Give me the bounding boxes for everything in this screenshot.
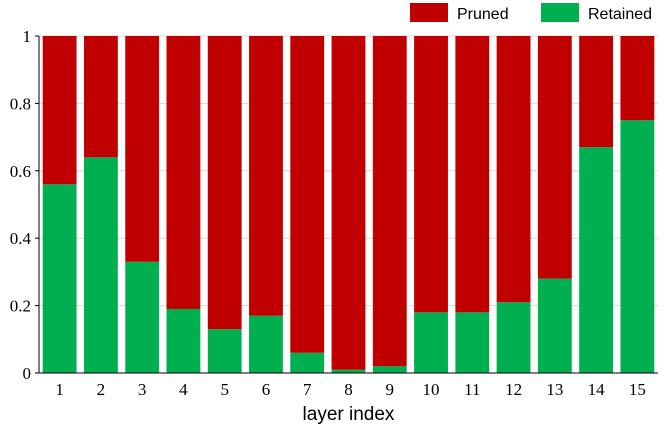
y-tick-label-5: 1 xyxy=(23,27,32,46)
bar-retained-layer-5 xyxy=(207,329,242,373)
bar-pruned-layer-4 xyxy=(166,36,201,309)
bar-pruned-layer-13 xyxy=(537,36,572,279)
bar-retained-layer-4 xyxy=(166,308,201,373)
y-tick-label-3: 0.6 xyxy=(10,162,31,181)
bar-pruned-layer-15 xyxy=(620,36,655,121)
x-tick-label-6: 6 xyxy=(262,380,271,399)
bar-retained-layer-9 xyxy=(372,366,407,373)
y-tick-label-1: 0.2 xyxy=(10,297,31,316)
bar-pruned-layer-1 xyxy=(42,36,77,185)
legend-label-retained: Retained xyxy=(588,6,652,23)
x-tick-label-8: 8 xyxy=(344,380,353,399)
bar-retained-layer-12 xyxy=(496,302,531,373)
axes xyxy=(38,36,658,374)
bar-retained-layer-14 xyxy=(579,147,614,373)
bar-pruned-layer-9 xyxy=(372,36,407,367)
bar-pruned-layer-7 xyxy=(290,36,325,353)
bar-retained-layer-10 xyxy=(414,312,448,373)
x-tick-label-5: 5 xyxy=(220,380,229,399)
bar-pruned-layer-2 xyxy=(83,36,118,158)
legend-label-pruned: Pruned xyxy=(457,6,509,23)
x-tick-label-15: 15 xyxy=(629,380,646,399)
x-tick-label-13: 13 xyxy=(546,380,563,399)
x-tick-label-2: 2 xyxy=(97,380,106,399)
bar-retained-layer-13 xyxy=(537,278,572,373)
x-tick-label-11: 11 xyxy=(464,380,480,399)
bar-pruned-layer-14 xyxy=(579,36,614,148)
bar-pruned-layer-12 xyxy=(496,36,531,303)
x-axis-title: layer index xyxy=(303,404,395,425)
bar-retained-layer-6 xyxy=(249,315,283,373)
bars xyxy=(42,36,655,373)
bar-pruned-layer-10 xyxy=(414,36,448,313)
x-tick-label-10: 10 xyxy=(423,380,440,399)
bar-pruned-layer-11 xyxy=(455,36,490,313)
x-tick-label-14: 14 xyxy=(588,380,606,399)
bar-retained-layer-1 xyxy=(42,184,77,373)
bar-pruned-layer-5 xyxy=(207,36,242,330)
legend-swatch-pruned xyxy=(410,3,448,22)
bar-retained-layer-7 xyxy=(290,352,325,373)
bar-pruned-layer-8 xyxy=(331,36,366,370)
y-tick-label-2: 0.4 xyxy=(10,229,32,248)
legend: Pruned Retained xyxy=(410,3,652,23)
bar-retained-layer-3 xyxy=(125,261,160,373)
x-tick-label-7: 7 xyxy=(303,380,312,399)
x-tick-label-1: 1 xyxy=(55,380,64,399)
bar-retained-layer-8 xyxy=(331,369,366,373)
y-tick-label-0: 0 xyxy=(23,364,32,383)
bar-pruned-layer-6 xyxy=(249,36,283,316)
y-tick-label-4: 0.8 xyxy=(10,94,31,113)
x-tick-label-12: 12 xyxy=(505,380,522,399)
y-tick-labels: 0 0.2 0.4 0.6 0.8 1 xyxy=(10,27,39,383)
legend-swatch-retained xyxy=(541,3,579,22)
x-tick-labels: 1 2 3 4 5 6 7 8 9 10 11 12 13 14 15 xyxy=(55,380,645,399)
bar-retained-layer-2 xyxy=(83,157,118,373)
bar-retained-layer-11 xyxy=(455,312,490,373)
x-tick-label-9: 9 xyxy=(386,380,395,399)
bar-retained-layer-15 xyxy=(620,120,655,373)
x-tick-label-4: 4 xyxy=(179,380,188,399)
x-tick-label-3: 3 xyxy=(138,380,147,399)
bar-pruned-layer-3 xyxy=(125,36,160,262)
